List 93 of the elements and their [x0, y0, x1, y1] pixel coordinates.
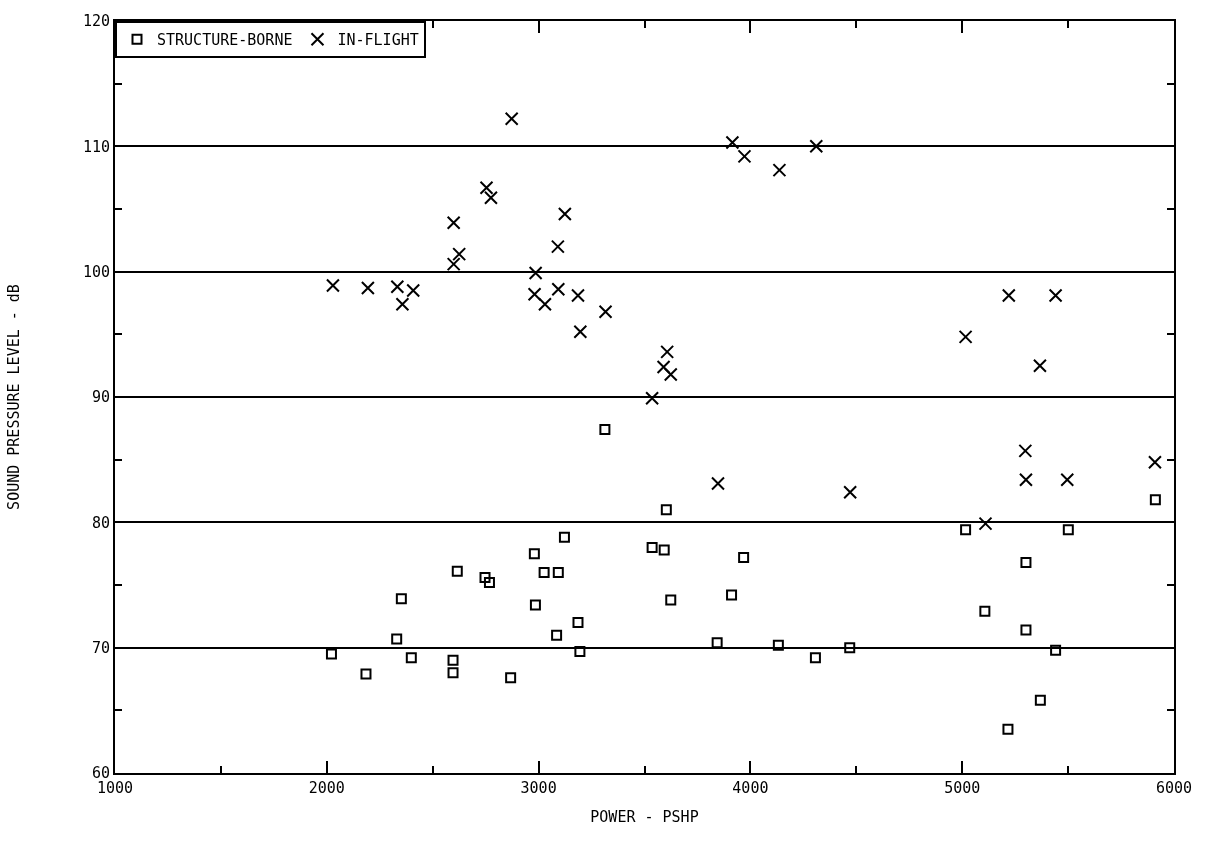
point — [395, 593, 407, 605]
point — [809, 139, 824, 154]
point — [479, 180, 494, 195]
point — [537, 297, 552, 312]
point — [1020, 556, 1032, 568]
y-tick-label: 120 — [82, 12, 110, 31]
point — [726, 589, 738, 601]
x-tick-label: 5000 — [944, 779, 981, 797]
point — [1149, 494, 1161, 506]
point — [960, 524, 972, 536]
point — [483, 190, 498, 205]
point — [843, 485, 858, 500]
point — [446, 257, 461, 272]
point — [1018, 472, 1033, 487]
point — [447, 654, 459, 666]
point — [1034, 694, 1046, 706]
point — [1048, 288, 1063, 303]
x-tick-label: 2000 — [308, 779, 345, 797]
point — [451, 565, 463, 577]
y-tick-label: 80 — [91, 513, 110, 532]
point — [325, 278, 340, 293]
point — [573, 324, 588, 339]
point — [483, 576, 495, 588]
point — [505, 672, 517, 684]
point — [979, 605, 991, 617]
point — [447, 667, 459, 679]
point — [390, 279, 405, 294]
point — [529, 599, 541, 611]
y-tick-label: 100 — [82, 262, 110, 281]
point — [737, 149, 752, 164]
point — [538, 566, 550, 578]
point — [452, 247, 467, 262]
point — [574, 645, 586, 657]
x-tick-label: 4000 — [732, 779, 769, 797]
legend-label: IN-FLIGHT — [337, 31, 419, 50]
point — [1032, 358, 1047, 373]
point — [360, 280, 375, 295]
point — [1060, 472, 1075, 487]
point — [406, 283, 421, 298]
y-tick-label: 110 — [82, 137, 110, 156]
point — [528, 548, 540, 560]
y-tick-label: 70 — [91, 638, 110, 657]
point — [1001, 288, 1016, 303]
point — [1062, 524, 1074, 536]
point — [528, 265, 543, 280]
point — [645, 391, 660, 406]
point — [1020, 624, 1032, 636]
point — [772, 163, 787, 178]
point — [550, 239, 565, 254]
point — [809, 652, 821, 664]
point — [660, 504, 672, 516]
point — [656, 359, 671, 374]
point — [446, 215, 461, 230]
point — [710, 476, 725, 491]
point — [665, 594, 677, 606]
legend-label: STRUCTURE-BORNE — [157, 31, 293, 50]
x-tick-label: 1000 — [96, 779, 134, 797]
point — [552, 566, 564, 578]
point — [1002, 723, 1014, 735]
x-axis-title: POWER - PSHP — [590, 807, 699, 826]
point — [1050, 644, 1062, 656]
point — [1018, 443, 1033, 458]
point — [725, 135, 740, 150]
point — [557, 207, 572, 222]
point — [1147, 455, 1162, 470]
point — [558, 531, 570, 543]
y-tick-label: 90 — [91, 388, 110, 407]
point — [658, 544, 670, 556]
point — [391, 633, 403, 645]
point — [405, 652, 417, 664]
point — [395, 297, 410, 312]
point — [663, 367, 678, 382]
point — [572, 617, 584, 629]
point — [646, 541, 658, 553]
point — [772, 639, 784, 651]
point — [360, 668, 372, 680]
point — [479, 571, 491, 583]
point — [504, 111, 519, 126]
point — [978, 516, 993, 531]
x-tick-label: 6000 — [1155, 779, 1193, 797]
point — [958, 329, 973, 344]
point — [325, 648, 337, 660]
point — [598, 304, 613, 319]
point — [570, 288, 585, 303]
point — [551, 282, 566, 297]
point — [527, 287, 542, 302]
point — [738, 551, 750, 563]
point — [844, 642, 856, 654]
point — [660, 344, 675, 359]
y-axis-title: SOUND PRESSURE LEVEL - dB — [4, 284, 23, 510]
point — [599, 424, 611, 436]
point — [551, 629, 563, 641]
x-tick-label: 3000 — [520, 779, 557, 797]
